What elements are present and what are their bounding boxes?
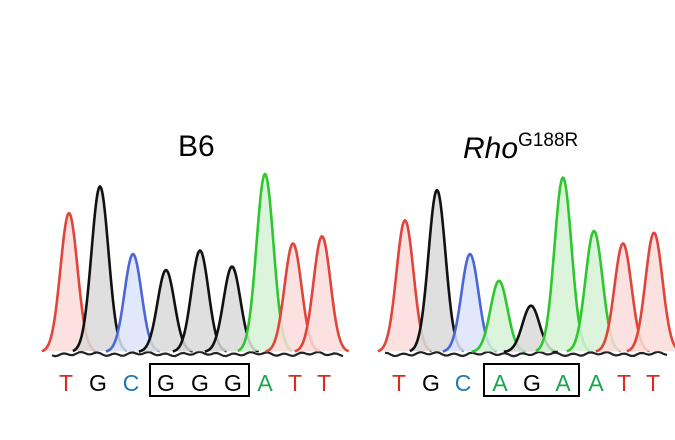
base-label-t: T: [645, 370, 661, 396]
base-label-g: G: [224, 370, 242, 396]
base-label-a: A: [555, 370, 571, 396]
panel-title-rho-g188r: RhoG188R: [463, 130, 578, 166]
base-label-g: G: [191, 370, 209, 396]
peak-t-9: [294, 235, 350, 353]
panel-title-b6: B6: [178, 130, 215, 163]
chromatogram-panel-1: [41, 172, 350, 358]
baseline-trace: [51, 350, 344, 358]
chromatogram-panel-2: [377, 176, 675, 358]
base-label-t: T: [316, 370, 332, 396]
base-label-g: G: [157, 370, 175, 396]
baseline-trace: [384, 350, 668, 358]
base-label-t: T: [616, 370, 632, 396]
base-label-g: G: [89, 370, 107, 396]
gene-name: Rho: [463, 132, 519, 165]
base-label-g: G: [422, 370, 440, 396]
mutation-label: G188R: [518, 130, 579, 151]
base-label-a: A: [588, 370, 604, 396]
peak-t-9: [626, 231, 675, 353]
base-label-a: A: [492, 370, 508, 396]
base-label-g: G: [523, 370, 541, 396]
base-label-a: A: [257, 370, 273, 396]
codon-box: [149, 363, 250, 397]
base-label-c: C: [122, 370, 140, 396]
base-label-c: C: [454, 370, 472, 396]
base-label-t: T: [391, 370, 407, 396]
base-label-t: T: [287, 370, 303, 396]
codon-box: [483, 363, 580, 397]
base-label-t: T: [58, 370, 74, 396]
